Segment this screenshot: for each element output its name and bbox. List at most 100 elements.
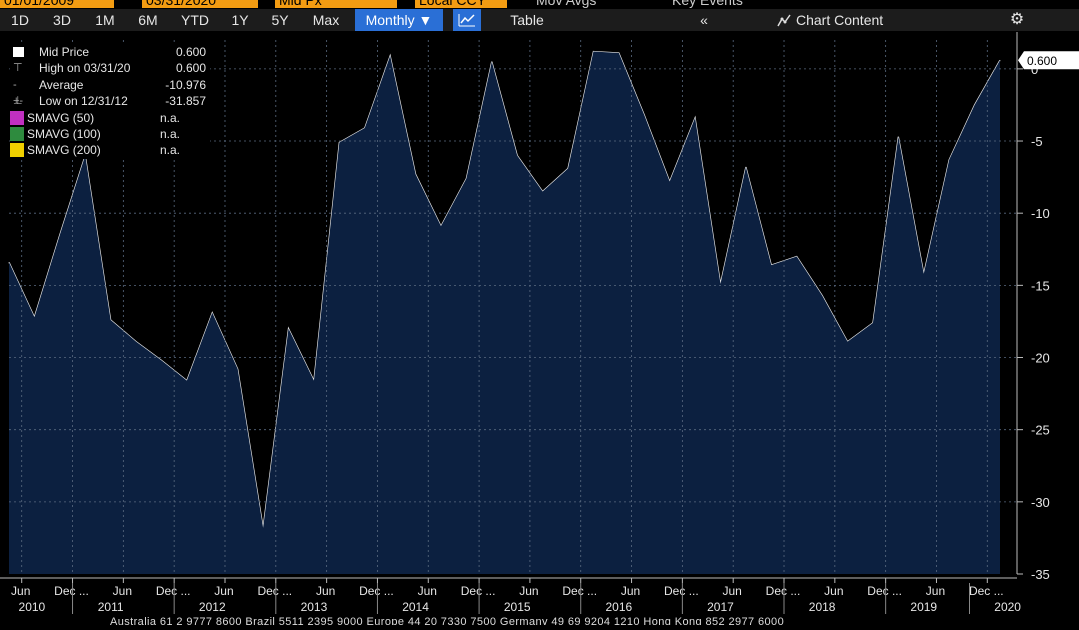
- legend-name: High on 03/31/20: [39, 61, 131, 76]
- x-tick-label: Jun: [11, 584, 30, 598]
- x-tick-label: Dec ...: [867, 584, 902, 598]
- y-tick-label: -35: [1031, 567, 1050, 582]
- chart-area: 0 -5 -10 -15 -20 -25 -30 -35 0.600 Jun Dec ... Jun D…: [0, 31, 1079, 625]
- x-tick-label: Dec ...: [461, 584, 496, 598]
- x-tick-label: Jun: [519, 584, 538, 598]
- y-tick-label: -5: [1031, 134, 1043, 149]
- period-5y-button[interactable]: 5Y: [271, 12, 289, 28]
- legend-row-average: -+- Average -10.976: [10, 77, 210, 108]
- x-year-label: 2016: [605, 600, 632, 614]
- area-layer: [9, 51, 1000, 574]
- average-marker-icon: -+-: [13, 78, 24, 108]
- legend-value: -10.976: [165, 77, 206, 92]
- period-3d-button[interactable]: 3D: [53, 12, 71, 28]
- x-tick-label: Jun: [113, 584, 132, 598]
- x-tick-label: Dec ...: [54, 584, 89, 598]
- legend-name: SMAVG (200): [27, 143, 101, 158]
- y-tick-label: -15: [1031, 278, 1050, 293]
- top-fields-row: 01/01/2009 03/31/2020 Mid Px Local CCY M…: [0, 0, 1079, 9]
- legend-swatch-yellow: [10, 143, 24, 158]
- settings-gear-icon[interactable]: ⚙: [1009, 11, 1025, 28]
- legend-swatch-white: [13, 47, 24, 57]
- legend-value: 0.600: [175, 45, 206, 59]
- legend-row-smavg-100[interactable]: SMAVG (100) n.a.: [10, 126, 210, 142]
- x-tick-label: Jun: [824, 584, 843, 598]
- legend-value: n.a.: [159, 126, 180, 141]
- legend-name: Mid Price: [39, 45, 90, 59]
- legend-row-smavg-200[interactable]: SMAVG (200) n.a.: [10, 142, 210, 158]
- last-value-tag-bg: [1018, 51, 1079, 70]
- period-6m-button[interactable]: 6M: [138, 12, 158, 28]
- y-tick-label: -30: [1031, 495, 1050, 510]
- y-tick-label: -10: [1031, 206, 1050, 221]
- last-value-label: 0.600: [1027, 54, 1057, 68]
- low-marker-icon: ⊥: [13, 95, 23, 108]
- x-tick-label: Dec ...: [359, 584, 394, 598]
- collapse-icon[interactable]: «: [700, 12, 708, 28]
- end-date-field[interactable]: 03/31/2020: [142, 0, 258, 8]
- x-year-label: 2017: [707, 600, 734, 614]
- legend-value: n.a.: [159, 110, 180, 125]
- grid-layer: [9, 40, 1017, 574]
- legend-row-low: ⊥ Low on 12/31/12 -31.857: [10, 93, 210, 109]
- legend-row-smavg-50[interactable]: SMAVG (50) n.a.: [10, 110, 210, 126]
- area-fill: [9, 51, 1000, 574]
- x-tick-label: Dec ...: [766, 584, 801, 598]
- x-tick-label: Dec ...: [257, 584, 292, 598]
- frequency-dropdown[interactable]: Monthly ▼: [355, 9, 443, 31]
- high-marker-icon: ⊤: [13, 62, 23, 75]
- legend-row-high: ⊤ High on 03/31/20 0.600: [10, 60, 210, 76]
- y-tick-label: -25: [1031, 423, 1050, 438]
- x-tick-label: Jun: [723, 584, 742, 598]
- chart-content-icon: [774, 9, 794, 31]
- legend-value: 0.600: [175, 61, 206, 76]
- period-max-button[interactable]: Max: [312, 12, 340, 28]
- period-1d-button[interactable]: 1D: [11, 12, 29, 28]
- legend-swatch-green: [10, 126, 24, 141]
- period-1y-button[interactable]: 1Y: [231, 12, 249, 28]
- chart-content-button[interactable]: Chart Content: [796, 12, 884, 28]
- key-events-checkbox[interactable]: Key Events: [672, 0, 743, 8]
- x-year-label: 2018: [809, 600, 836, 614]
- x-tick-label: Dec ...: [664, 584, 699, 598]
- field-selector[interactable]: Mid Px: [275, 0, 397, 8]
- currency-selector[interactable]: Local CCY: [415, 0, 507, 8]
- table-button[interactable]: Table: [510, 12, 544, 28]
- period-1m-button[interactable]: 1M: [95, 12, 115, 28]
- legend-value: n.a.: [159, 143, 180, 158]
- x-year-label: 2014: [402, 600, 429, 614]
- x-tick-label: Jun: [621, 584, 640, 598]
- footer-contacts: Australia 61 2 9777 8600 Brazil 5511 239…: [0, 615, 1079, 625]
- price-chart: 0 -5 -10 -15 -20 -25 -30 -35 0.600 Jun Dec ... Jun D…: [0, 32, 1079, 614]
- y-tick-label: 0: [1031, 62, 1038, 77]
- start-date-field[interactable]: 01/01/2009: [0, 0, 114, 8]
- legend-value: -31.857: [165, 94, 206, 109]
- x-year-label: 2012: [199, 600, 226, 614]
- x-year-label: 2011: [98, 600, 124, 614]
- x-tick-label: Jun: [926, 584, 945, 598]
- x-tick-label: Jun: [418, 584, 437, 598]
- period-ytd-button[interactable]: YTD: [181, 12, 209, 28]
- x-year-label: 2015: [504, 600, 531, 614]
- x-year-label: 2010: [19, 600, 46, 614]
- legend-row-mid-price[interactable]: Mid Price 0.600: [10, 44, 210, 60]
- x-year-label: 2019: [910, 600, 937, 614]
- last-value-tag: 0.600: [1018, 51, 1079, 70]
- y-tick-label: -20: [1031, 351, 1050, 366]
- chart-type-button[interactable]: [453, 9, 481, 31]
- footer-text: Australia 61 2 9777 8600 Brazil 5511 239…: [110, 616, 785, 625]
- x-tick-label: Dec ...: [156, 584, 191, 598]
- x-tick-label: Dec ...: [969, 584, 1004, 598]
- legend-swatch-magenta: [10, 110, 24, 125]
- legend-panel: Mid Price 0.600 ⊤ High on 03/31/20 0.600…: [10, 44, 210, 159]
- x-tick-label: Jun: [316, 584, 335, 598]
- x-year-label: 2020: [994, 600, 1021, 614]
- x-year-label: 2013: [301, 600, 328, 614]
- legend-name: Low on 12/31/12: [39, 94, 128, 109]
- legend-name: SMAVG (50): [27, 110, 95, 125]
- chart-toolbar: 1D 3D 1M 6M YTD 1Y 5Y Max Monthly ▼ Tabl…: [0, 9, 1079, 31]
- line-chart-icon: [458, 14, 475, 27]
- x-tick-label: Jun: [214, 584, 233, 598]
- mov-avgs-checkbox[interactable]: Mov Avgs: [536, 0, 597, 8]
- x-tick-label: Dec ...: [562, 584, 597, 598]
